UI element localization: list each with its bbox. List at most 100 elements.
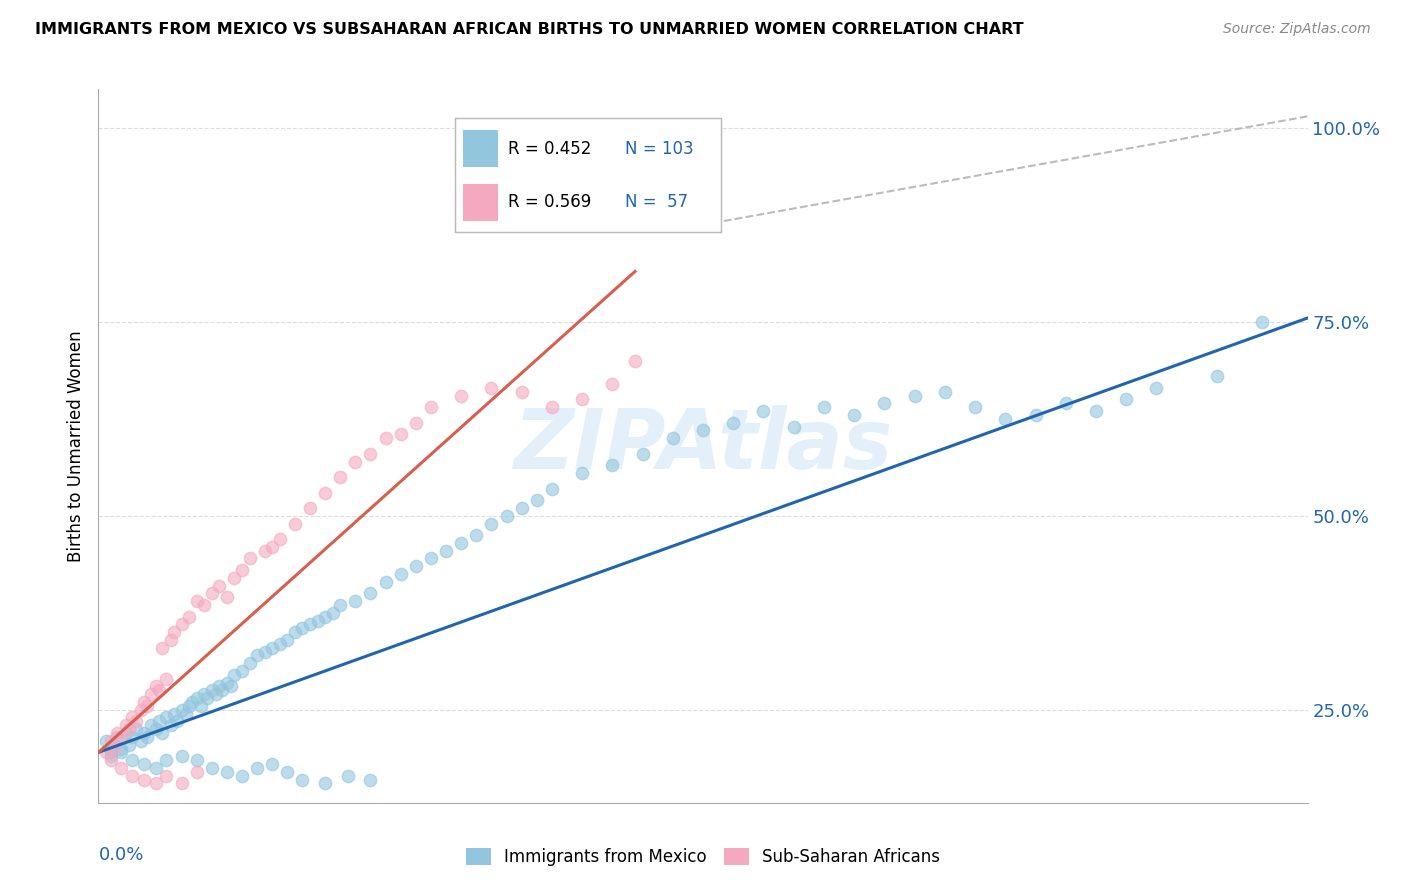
Point: [540, 401, 562, 415]
Point: [904, 388, 927, 402]
Point: [420, 551, 443, 566]
Point: [121, 710, 143, 724]
Point: [221, 680, 243, 694]
Point: [307, 614, 329, 628]
Point: [150, 726, 173, 740]
Point: [208, 680, 231, 694]
Point: [103, 738, 125, 752]
Point: [141, 687, 163, 701]
Point: [135, 730, 157, 744]
Point: [344, 594, 367, 608]
Point: [1251, 315, 1274, 329]
Point: [94, 733, 117, 747]
Point: [571, 392, 593, 407]
Point: [190, 698, 212, 713]
Point: [150, 640, 173, 655]
Point: [723, 416, 745, 430]
Point: [155, 769, 177, 783]
Point: [163, 706, 186, 721]
Point: [262, 540, 284, 554]
Point: [170, 703, 193, 717]
Point: [170, 776, 193, 790]
Legend: Immigrants from Mexico, Sub-Saharan Africans: Immigrants from Mexico, Sub-Saharan Afri…: [460, 841, 946, 873]
Point: [314, 485, 336, 500]
Point: [1206, 369, 1229, 384]
Point: [813, 401, 835, 415]
Point: [145, 776, 167, 790]
Point: [193, 598, 215, 612]
Point: [118, 722, 141, 736]
Point: [329, 598, 352, 612]
Point: [314, 776, 336, 790]
Point: [125, 714, 148, 729]
Point: [145, 680, 167, 694]
Point: [155, 753, 177, 767]
Point: [186, 764, 208, 779]
Point: [110, 761, 132, 775]
Point: [873, 396, 896, 410]
Point: [129, 733, 152, 747]
Point: [224, 668, 246, 682]
Point: [389, 566, 412, 581]
Point: [100, 745, 122, 759]
Point: [1085, 404, 1108, 418]
Point: [276, 632, 298, 647]
Point: [105, 726, 128, 740]
Point: [291, 772, 314, 787]
Point: [510, 501, 533, 516]
Point: [201, 586, 224, 600]
Point: [322, 606, 344, 620]
Point: [299, 501, 322, 516]
Point: [269, 637, 291, 651]
Point: [269, 532, 291, 546]
Point: [336, 769, 359, 783]
Y-axis label: Births to Unmarried Women: Births to Unmarried Women: [66, 330, 84, 562]
Point: [145, 722, 167, 736]
Point: [195, 691, 218, 706]
Point: [170, 617, 193, 632]
Point: [994, 412, 1017, 426]
Point: [215, 764, 238, 779]
Point: [329, 470, 352, 484]
Point: [465, 528, 488, 542]
Text: Source: ZipAtlas.com: Source: ZipAtlas.com: [1223, 22, 1371, 37]
Point: [661, 431, 683, 445]
Point: [284, 516, 307, 531]
Point: [389, 427, 412, 442]
Point: [208, 579, 231, 593]
Text: 0.0%: 0.0%: [98, 846, 143, 863]
Point: [231, 563, 253, 577]
Point: [135, 698, 157, 713]
Point: [253, 543, 276, 558]
Point: [132, 726, 155, 740]
Point: [170, 749, 193, 764]
Point: [201, 761, 224, 775]
Point: [110, 741, 132, 756]
Point: [692, 424, 714, 438]
Point: [231, 664, 253, 678]
Point: [262, 640, 284, 655]
Point: [291, 621, 314, 635]
Point: [420, 401, 443, 415]
Point: [100, 749, 122, 764]
Text: ZIPAtlas: ZIPAtlas: [513, 406, 893, 486]
Point: [450, 388, 472, 402]
Point: [186, 691, 208, 706]
Point: [160, 632, 183, 647]
Point: [299, 617, 322, 632]
Point: [360, 447, 382, 461]
Point: [526, 493, 548, 508]
Point: [405, 416, 427, 430]
Point: [844, 408, 866, 422]
Point: [114, 718, 136, 732]
Point: [129, 703, 152, 717]
Point: [114, 726, 136, 740]
Point: [110, 730, 132, 744]
Point: [1144, 381, 1167, 395]
Point: [141, 718, 163, 732]
Point: [434, 543, 457, 558]
Point: [262, 757, 284, 772]
Point: [201, 683, 224, 698]
Point: [132, 757, 155, 772]
Point: [132, 772, 155, 787]
